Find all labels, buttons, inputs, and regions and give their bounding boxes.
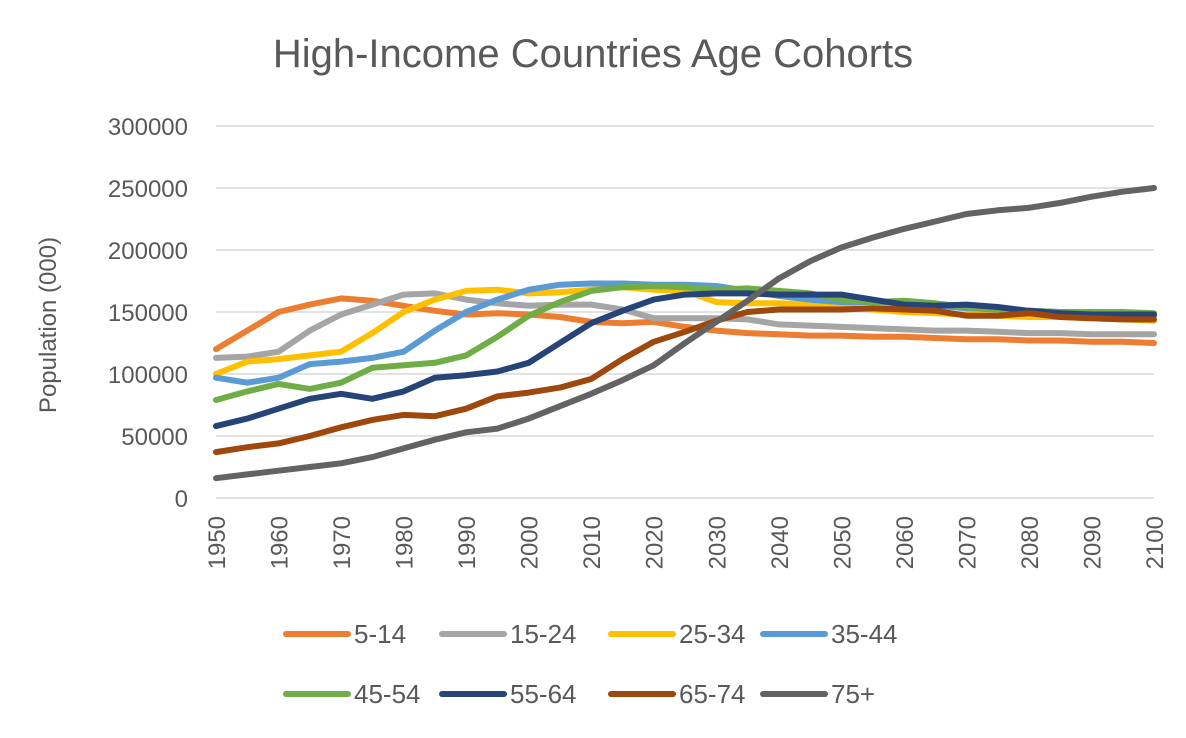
chart-title: High-Income Countries Age Cohorts xyxy=(273,32,913,76)
x-tick-label: 1960 xyxy=(267,516,294,569)
x-tick-label: 1950 xyxy=(204,516,231,569)
legend-label: 25-34 xyxy=(679,619,746,649)
legend-item: 15-24 xyxy=(439,619,577,649)
legend-label: 35-44 xyxy=(831,619,898,649)
x-axis-ticks: 1950 1960 1970 1980 1990 2000 2010 2020 2030 2040… xyxy=(204,516,1169,569)
series-line-55-64 xyxy=(213,290,1157,430)
y-tick-label: 300000 xyxy=(108,114,188,141)
y-tick-label: 0 xyxy=(175,486,188,513)
legend-item: 75+ xyxy=(760,679,875,709)
x-tick-label: 2020 xyxy=(642,516,669,569)
x-tick-label: 2040 xyxy=(767,516,794,569)
series-line-5-14 xyxy=(213,295,1157,353)
legend-item: 25-34 xyxy=(608,619,746,649)
legend-item: 45-54 xyxy=(283,679,421,709)
x-tick-label: 2080 xyxy=(1017,516,1044,569)
y-tick-label: 100000 xyxy=(108,362,188,389)
legend-label: 55-64 xyxy=(510,679,577,709)
x-tick-label: 2000 xyxy=(517,516,544,569)
y-axis-ticks: 0 50000 100000 150000 200000 250000 300000 xyxy=(108,114,188,513)
y-tick-label: 200000 xyxy=(108,238,188,265)
x-tick-label: 1970 xyxy=(329,516,356,569)
x-tick-label: 2010 xyxy=(579,516,606,569)
legend-label: 15-24 xyxy=(510,619,577,649)
series-line-65-74 xyxy=(213,305,1157,456)
x-tick-label: 2050 xyxy=(829,516,856,569)
x-tick-label: 2060 xyxy=(892,516,919,569)
x-tick-label: 1980 xyxy=(392,516,419,569)
y-tick-label: 50000 xyxy=(121,424,188,451)
gridlines xyxy=(216,125,1154,499)
y-tick-label: 150000 xyxy=(108,300,188,327)
legend-item: 65-74 xyxy=(608,679,746,709)
legend-item: 35-44 xyxy=(760,619,898,649)
x-tick-label: 1990 xyxy=(454,516,481,569)
legend: 5-14 15-24 25-34 35-44 45-54 55-64 65-74 75+ xyxy=(283,619,898,709)
x-tick-label: 2070 xyxy=(954,516,981,569)
y-axis-label: Population (000) xyxy=(35,237,62,413)
series-line-75-plus xyxy=(213,185,1157,482)
legend-label: 65-74 xyxy=(679,679,746,709)
x-tick-label: 2100 xyxy=(1142,516,1169,569)
series-line-15-24 xyxy=(213,290,1157,361)
legend-label: 75+ xyxy=(831,679,875,709)
x-tick-label: 2030 xyxy=(704,516,731,569)
legend-label: 5-14 xyxy=(354,619,406,649)
legend-item: 5-14 xyxy=(283,619,406,649)
y-tick-label: 250000 xyxy=(108,176,188,203)
series-lines xyxy=(213,185,1157,482)
legend-label: 45-54 xyxy=(354,679,421,709)
x-tick-label: 2090 xyxy=(1079,516,1106,569)
legend-item: 55-64 xyxy=(439,679,577,709)
